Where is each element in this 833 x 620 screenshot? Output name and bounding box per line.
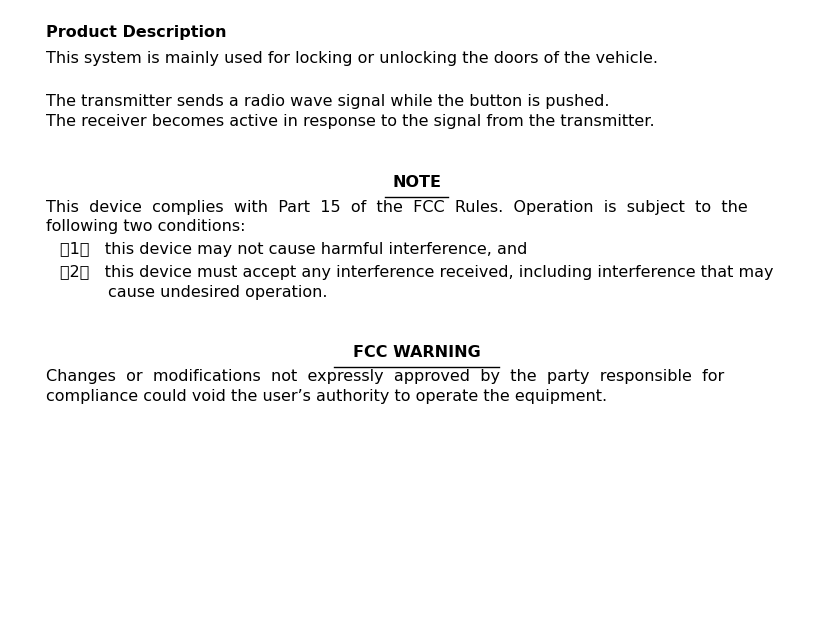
Text: compliance could void the user’s authority to operate the equipment.: compliance could void the user’s authori…	[46, 389, 607, 404]
Text: This system is mainly used for locking or unlocking the doors of the vehicle.: This system is mainly used for locking o…	[46, 51, 658, 66]
Text: The receiver becomes active in response to the signal from the transmitter.: The receiver becomes active in response …	[46, 114, 655, 129]
Text: NOTE: NOTE	[392, 175, 441, 190]
Text: Product Description: Product Description	[46, 25, 227, 40]
Text: （1）   this device may not cause harmful interference, and: （1） this device may not cause harmful in…	[60, 242, 527, 257]
Text: The transmitter sends a radio wave signal while the button is pushed.: The transmitter sends a radio wave signa…	[46, 94, 609, 109]
Text: FCC WARNING: FCC WARNING	[352, 345, 481, 360]
Text: （2）   this device must accept any interference received, including interference : （2） this device must accept any interfer…	[60, 265, 774, 280]
Text: following two conditions:: following two conditions:	[46, 219, 245, 234]
Text: This  device  complies  with  Part  15  of  the  FCC  Rules.  Operation  is  sub: This device complies with Part 15 of the…	[46, 200, 747, 215]
Text: cause undesired operation.: cause undesired operation.	[108, 285, 328, 300]
Text: Changes  or  modifications  not  expressly  approved  by  the  party  responsibl: Changes or modifications not expressly a…	[46, 369, 724, 384]
